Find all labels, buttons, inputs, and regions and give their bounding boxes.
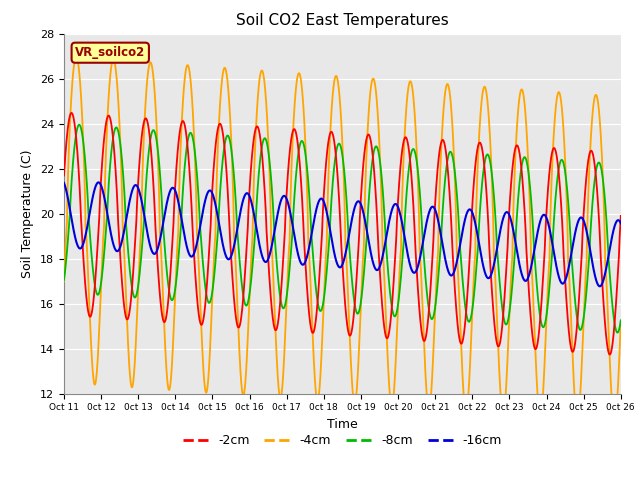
Y-axis label: Soil Temperature (C): Soil Temperature (C)	[22, 149, 35, 278]
X-axis label: Time: Time	[327, 418, 358, 431]
Legend: -2cm, -4cm, -8cm, -16cm: -2cm, -4cm, -8cm, -16cm	[178, 429, 507, 452]
Text: VR_soilco2: VR_soilco2	[75, 46, 145, 59]
Title: Soil CO2 East Temperatures: Soil CO2 East Temperatures	[236, 13, 449, 28]
